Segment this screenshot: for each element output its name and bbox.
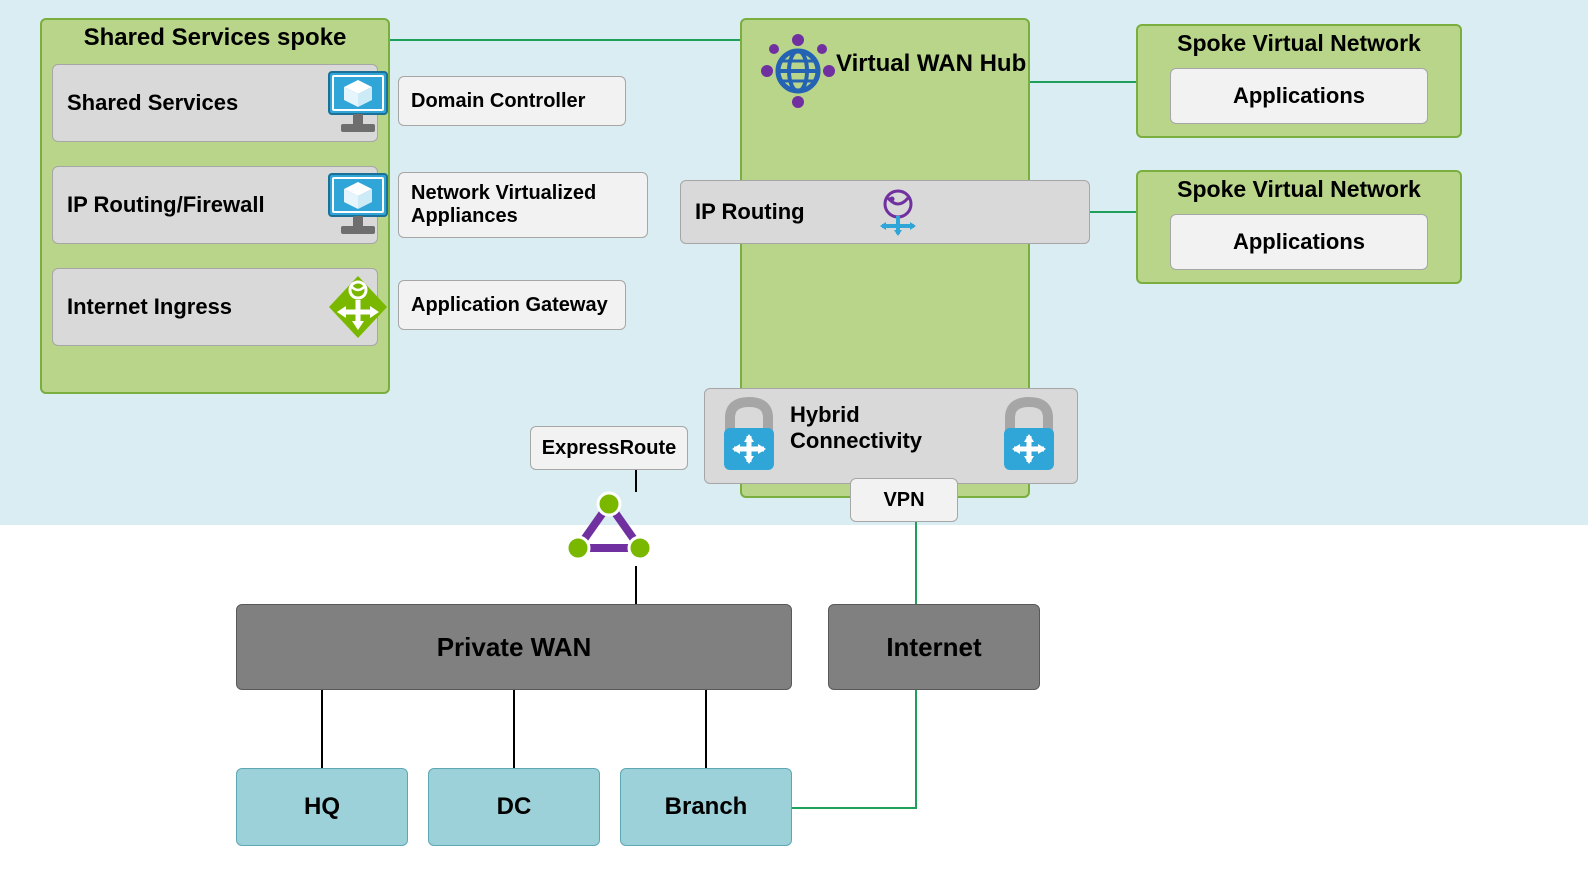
vpn-gateway-left-icon <box>716 396 782 476</box>
spoke-vnet-title: Spoke Virtual Network <box>1138 176 1460 203</box>
vm-cube-icon <box>323 66 393 140</box>
site-branch: Branch <box>620 768 792 846</box>
expressroute-label: ExpressRoute <box>530 426 688 470</box>
site-dc: DC <box>428 768 600 846</box>
virtual-wan-hub-title: Virtual WAN Hub <box>836 50 1066 86</box>
hub-ip-routing-label: IP Routing <box>695 199 805 225</box>
shared-row-label: IP Routing/Firewall <box>67 192 265 218</box>
spoke-vnet-app-2: Applications <box>1170 214 1428 270</box>
private-wan-box: Private WAN <box>236 604 792 690</box>
shared-row-sublabel-shared_services: Domain Controller <box>398 76 626 126</box>
site-hq: HQ <box>236 768 408 846</box>
vpn-gateway-right-icon <box>996 396 1062 476</box>
spoke-vnet-title: Spoke Virtual Network <box>1138 30 1460 57</box>
shared-row-label: Internet Ingress <box>67 294 232 320</box>
spoke-vnet-app-1: Applications <box>1170 68 1428 124</box>
expressroute-icon <box>562 490 656 566</box>
shared-row-sublabel-ip_routing_fw: Network Virtualized Appliances <box>398 172 648 238</box>
shared-row-sublabel-internet_ingress: Application Gateway <box>398 280 626 330</box>
vm-cube-icon <box>323 168 393 242</box>
hybrid-connectivity-label: Hybrid Connectivity <box>790 402 970 455</box>
route-icon <box>870 184 926 240</box>
shared-row-label: Shared Services <box>67 90 238 116</box>
internet-box: Internet <box>828 604 1040 690</box>
connector <box>792 690 916 808</box>
vpn-label: VPN <box>850 478 958 522</box>
connector <box>792 690 916 808</box>
globe-wan-icon <box>756 32 840 110</box>
shared-services-spoke-title: Shared Services spoke <box>42 24 388 52</box>
app-gateway-icon <box>323 270 393 344</box>
